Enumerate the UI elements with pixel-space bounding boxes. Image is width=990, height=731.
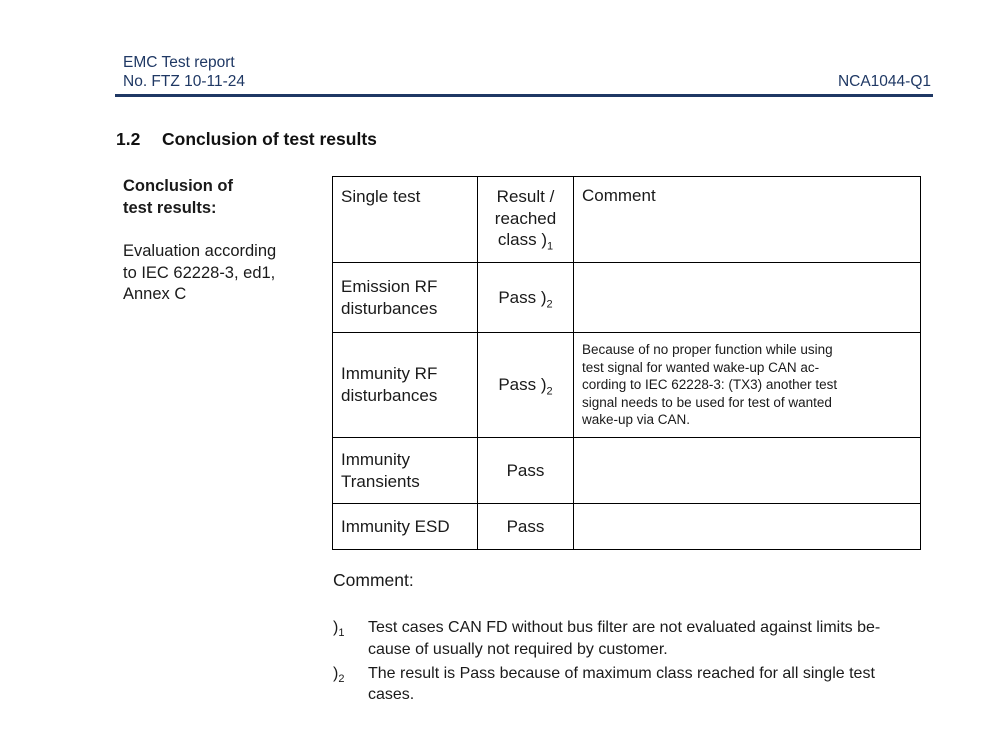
table-row: Emission RF disturbances Pass )2	[332, 262, 921, 333]
footnote-marker-sub: 1	[338, 627, 345, 640]
report-number: No. FTZ 10-11-24	[123, 73, 246, 90]
footnote-marker: )1	[333, 617, 368, 661]
sidebar-label: Conclusion of test results:	[123, 177, 233, 217]
col-header-single-test: Single test	[332, 176, 478, 263]
result-value: Pass	[506, 460, 545, 480]
comment-cell	[573, 262, 921, 333]
test-name-cell: Emission RF disturbances	[332, 262, 478, 333]
result-value: Pass	[498, 287, 537, 307]
result-paren: )	[536, 375, 547, 394]
footnote-text: The result is Pass because of maximum cl…	[368, 664, 875, 704]
test-name-cell: Immunity ESD	[332, 503, 478, 550]
report-title-block: EMC Test report No. FTZ 10-11-24	[123, 53, 933, 91]
table-header-row: Single test Result / reached class )1 Co…	[332, 176, 921, 263]
result-cell: Pass	[477, 437, 574, 504]
result-footnote-mark: 2	[546, 297, 553, 310]
result-value: Pass	[498, 375, 537, 394]
col-header-result: Result / reached class )1	[477, 176, 574, 263]
table-row: Immunity RF disturbances Pass )2 Because…	[332, 332, 921, 438]
col-header-result-text: Result / reached class )	[494, 187, 557, 249]
doc-reference: NCA1044-Q1	[837, 73, 931, 90]
footnote-text: Test cases CAN FD without bus filter are…	[368, 619, 881, 658]
result-cell: Pass	[477, 503, 574, 550]
result-cell: Pass )2	[477, 332, 574, 438]
report-title: EMC Test report	[123, 54, 235, 71]
result-footnote-mark: 2	[546, 385, 553, 398]
test-name-cell: Immunity RF disturbances	[332, 332, 478, 438]
col-header-result-footnote-mark: 1	[547, 240, 554, 253]
comment-cell: Because of no proper function while usin…	[573, 332, 921, 438]
comment-label: Comment:	[333, 570, 414, 590]
comment-cell	[573, 503, 921, 550]
col-header-comment: Comment	[573, 176, 921, 263]
footnote-marker-paren: )	[333, 619, 339, 636]
sidebar-note: Evaluation according to IEC 62228-3, ed1…	[123, 242, 277, 303]
footnote-marker-sub: 2	[338, 672, 345, 685]
footnote: )2 The result is Pass because of maximum…	[333, 663, 921, 707]
comment-cell	[573, 437, 921, 504]
result-paren: )	[536, 287, 547, 307]
section-heading: 1.2 Conclusion of test results	[116, 129, 377, 150]
footnote-marker: )2	[333, 663, 368, 707]
result-value: Pass	[506, 516, 545, 536]
results-table: Single test Result / reached class )1 Co…	[332, 176, 921, 550]
footnotes-block: )1 Test cases CAN FD without bus filter …	[333, 617, 921, 708]
table-row: Immunity ESD Pass	[332, 503, 921, 550]
footnote: )1 Test cases CAN FD without bus filter …	[333, 617, 921, 661]
test-name-cell: Immunity Transients	[332, 437, 478, 504]
sidebar-block: Conclusion of test results: Evaluation a…	[123, 176, 333, 306]
section-number: 1.2	[116, 129, 141, 149]
document-header: EMC Test report No. FTZ 10-11-24 NCA1044…	[115, 53, 933, 97]
section-title: Conclusion of test results	[162, 129, 377, 149]
table-row: Immunity Transients Pass	[332, 437, 921, 504]
footnote-marker-paren: )	[333, 664, 339, 682]
result-cell: Pass )2	[477, 262, 574, 333]
